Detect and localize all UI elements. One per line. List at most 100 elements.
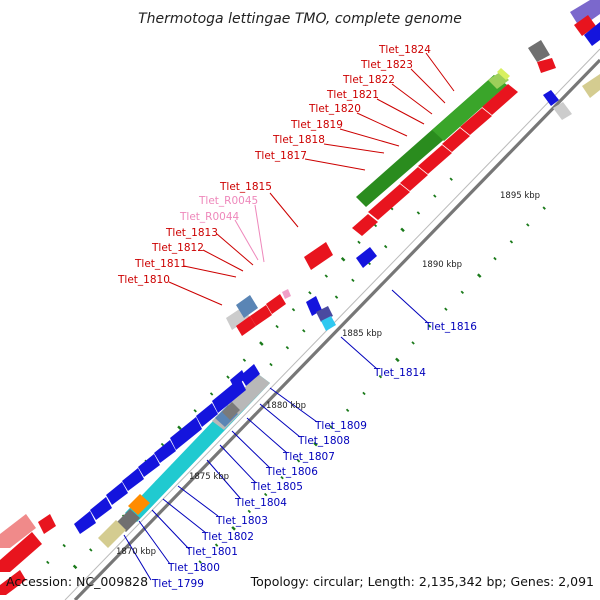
gene-red-1[interactable] <box>352 214 378 236</box>
gene-red-bottom-left-1[interactable] <box>0 532 42 572</box>
label-tlet-1820[interactable]: Tlet_1820 <box>308 103 361 115</box>
gc-dot <box>231 526 236 531</box>
gene-steelblue-1811[interactable] <box>236 295 258 318</box>
gene-darkgrey-operon[interactable] <box>222 402 240 420</box>
label-tlet-1815[interactable]: Tlet_1815 <box>219 181 272 193</box>
gene-red-top-right[interactable] <box>574 15 596 36</box>
label-tlet-1802[interactable]: Tlet_1802 <box>201 531 254 543</box>
gene-khaki-1799[interactable] <box>98 520 126 548</box>
leader-1800 <box>138 520 171 565</box>
leader-1816 <box>391 289 429 324</box>
gene-blue-top-right[interactable] <box>543 90 559 106</box>
gene-orange-1802[interactable] <box>128 494 150 515</box>
gene-blue-1808[interactable] <box>240 364 260 386</box>
label-tlet-r0044[interactable]: Tlet_R0044 <box>179 211 239 223</box>
gene-red-6[interactable] <box>460 108 492 135</box>
tick-1885: 1885 kbp <box>342 329 382 339</box>
label-tlet-1821[interactable]: Tlet_1821 <box>326 89 379 101</box>
label-tlet-r0045[interactable]: Tlet_R0045 <box>198 195 258 207</box>
leader-1804 <box>206 459 241 499</box>
gene-red-2[interactable] <box>368 184 410 220</box>
label-tlet-1801[interactable]: Tlet_1801 <box>185 546 238 558</box>
gene-blue-1802b[interactable] <box>122 468 144 491</box>
leader-1802 <box>162 498 207 534</box>
gc-dot <box>395 357 400 363</box>
label-tlet-1799[interactable]: Tlet_1799 <box>151 578 204 590</box>
tick-1895: 1895 kbp <box>500 191 540 201</box>
leader-1824 <box>425 52 455 92</box>
label-tlet-1819[interactable]: Tlet_1819 <box>290 119 343 131</box>
label-tlet-1803[interactable]: Tlet_1803 <box>215 515 268 527</box>
gene-blue-1800[interactable] <box>90 497 112 520</box>
tick-1890: 1890 kbp <box>422 260 462 270</box>
gene-blue-1805[interactable] <box>170 417 202 450</box>
label-tlet-1823[interactable]: Tlet_1823 <box>360 59 413 71</box>
label-tlet-1813[interactable]: Tlet_1813 <box>165 227 218 239</box>
label-tlet-1808[interactable]: Tlet_1808 <box>297 435 350 447</box>
gene-red-1812[interactable] <box>236 316 256 336</box>
gene-blue-1808b[interactable] <box>230 370 246 388</box>
gene-red-4[interactable] <box>418 145 452 174</box>
label-tlet-1818[interactable]: Tlet_1818 <box>272 134 325 146</box>
gene-red-7[interactable] <box>482 84 518 115</box>
gene-blue-1806[interactable] <box>196 403 218 427</box>
gene-rna-pink[interactable] <box>282 289 291 299</box>
label-tlet-1822[interactable]: Tlet_1822 <box>342 74 395 86</box>
accession-label: Accession: NC_009828 <box>6 574 148 589</box>
gene-grey-top-right[interactable] <box>553 102 572 120</box>
label-tlet-1807[interactable]: Tlet_1807 <box>282 451 335 463</box>
gene-blue-1801b[interactable] <box>106 482 128 505</box>
gene-red-bottom-left-2[interactable] <box>38 514 56 534</box>
gc-dot <box>477 273 482 278</box>
label-tlet-1812[interactable]: Tlet_1812 <box>151 242 204 254</box>
label-tlet-1810[interactable]: Tlet_1810 <box>117 274 170 286</box>
gc-dot <box>444 307 448 311</box>
label-tlet-1811[interactable]: Tlet_1811 <box>134 258 187 270</box>
gene-cyan-1814[interactable] <box>321 316 336 331</box>
gc-dot <box>345 408 350 413</box>
leader-1810 <box>168 281 223 306</box>
gene-red-1813[interactable] <box>250 305 272 326</box>
label-tlet-1804[interactable]: Tlet_1804 <box>234 497 287 509</box>
label-tlet-1800[interactable]: Tlet_1800 <box>167 562 220 574</box>
gc-dot <box>416 211 421 215</box>
gc-dot <box>334 295 339 299</box>
leader-r0044 <box>234 219 259 261</box>
gene-block-yellow-green[interactable] <box>497 68 510 80</box>
label-tlet-1816[interactable]: Tlet_1816 <box>424 321 477 333</box>
label-tlet-1814[interactable]: Tlet_1814 <box>373 367 426 379</box>
gene-red-1815[interactable] <box>304 242 333 270</box>
gene-block-green-segment[interactable] <box>432 75 507 141</box>
gene-red-bottom-left-3[interactable] <box>0 570 26 595</box>
gene-blue-1803[interactable] <box>138 454 160 477</box>
gene-blue-1816[interactable] <box>356 247 377 268</box>
gene-khaki-right[interactable] <box>582 74 600 98</box>
gene-red-5[interactable] <box>442 128 470 152</box>
label-tlet-1809[interactable]: Tlet_1809 <box>314 420 367 432</box>
gene-blue-top-edge[interactable] <box>584 22 600 46</box>
gene-grey-dark-top[interactable] <box>528 40 550 62</box>
gc-dot <box>340 257 346 262</box>
label-tlet-1824[interactable]: Tlet_1824 <box>378 44 431 56</box>
gc-dot <box>198 560 202 564</box>
gene-blue-1799a[interactable] <box>74 511 96 534</box>
gene-red-8[interactable] <box>537 58 556 73</box>
gene-blue-1807[interactable] <box>212 378 246 413</box>
gc-dot <box>542 206 546 210</box>
gene-blue-1804[interactable] <box>154 440 176 463</box>
label-tlet-1806[interactable]: Tlet_1806 <box>265 466 318 478</box>
gene-pink-bottom-left[interactable] <box>0 514 36 548</box>
gene-purple-top[interactable] <box>570 0 600 28</box>
gc-dot <box>357 240 361 245</box>
gene-red-3[interactable] <box>400 167 428 191</box>
gc-dot <box>493 256 497 261</box>
gene-red-1813b[interactable] <box>266 294 286 314</box>
leader-1803 <box>177 485 219 517</box>
gc-dot <box>400 227 405 233</box>
gc-dot <box>193 409 197 413</box>
label-tlet-1817[interactable]: Tlet_1817 <box>254 150 307 162</box>
label-tlet-1805[interactable]: Tlet_1805 <box>250 481 303 493</box>
gc-dot <box>72 564 78 570</box>
leader-1819 <box>339 128 400 147</box>
gc-dot <box>269 362 273 367</box>
